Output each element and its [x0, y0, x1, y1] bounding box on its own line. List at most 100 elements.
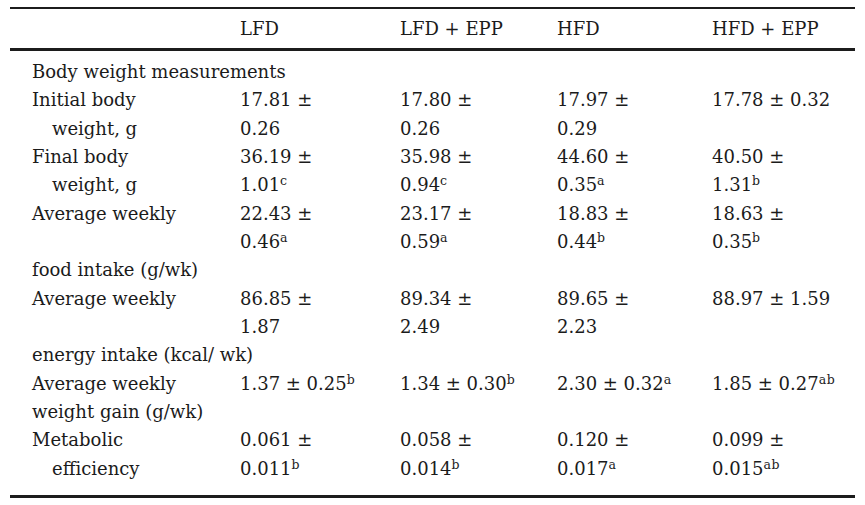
header-cell: LFD + EPP — [400, 19, 557, 39]
row-label-cell: Initial body — [10, 86, 240, 114]
significance-superscript: a — [597, 173, 605, 188]
row-label-cell: weight, g — [10, 171, 240, 199]
significance-superscript: b — [597, 230, 606, 245]
value-text: 18.63 ± — [712, 203, 784, 224]
table-bottom-rule — [10, 495, 855, 498]
value-text: 0.26 — [240, 118, 280, 139]
value-cell: 0.94c — [400, 171, 557, 199]
value-cell: 18.83 ± — [557, 200, 712, 228]
value-text: 0.061 ± — [240, 429, 312, 450]
value-text: 0.099 ± — [712, 429, 784, 450]
value-text: 0.35 — [557, 174, 597, 195]
table-body: Body weight measurements Initial body 17.8… — [10, 51, 855, 495]
value-text: 17.97 ± — [557, 89, 629, 110]
value-cell: 0.29 — [557, 115, 712, 143]
value-text: 1.34 ± 0.30 — [400, 373, 507, 394]
table-line: weight, g1.01c0.94c0.35a1.31b — [10, 171, 855, 199]
row-label-text: food intake (g/wk) — [32, 259, 198, 280]
significance-superscript: b — [452, 457, 461, 472]
results-table: LFDLFD + EPPHFDHFD + EPP Body weight mea… — [10, 7, 855, 498]
value-text: 22.43 ± — [240, 203, 312, 224]
value-text: 86.85 ± — [240, 288, 312, 309]
value-text: 1.87 — [240, 316, 280, 337]
value-text: 1.01 — [240, 174, 280, 195]
value-cell: 0.099 ± — [712, 426, 855, 454]
value-cell: 0.35a — [557, 171, 712, 199]
value-cell — [557, 58, 712, 86]
value-text: 0.014 — [400, 458, 452, 479]
row-label-text: energy intake (kcal/ wk) — [32, 344, 253, 365]
value-text: 17.78 ± 0.32 — [712, 89, 830, 110]
value-cell: 22.43 ± — [240, 200, 400, 228]
table-line: efficiency0.011b0.014b0.017a0.015ab — [10, 455, 855, 483]
value-cell: 0.35b — [712, 228, 855, 256]
row-label-cell: food intake (g/wk) — [10, 256, 240, 284]
value-cell: 36.19 ± — [240, 143, 400, 171]
significance-superscript: a — [609, 457, 617, 472]
row-label-cell: weight, g — [10, 115, 240, 143]
value-cell: 0.011b — [240, 455, 400, 483]
value-cell: 1.37 ± 0.25b — [240, 370, 400, 398]
value-cell: 1.31b — [712, 171, 855, 199]
value-text: 2.30 ± 0.32 — [557, 373, 664, 394]
row-label-cell: weight gain (g/wk) — [10, 398, 240, 426]
table-line: 0.46a0.59a0.44b0.35b — [10, 228, 855, 256]
row-label-cell: Average weekly — [10, 370, 240, 398]
value-cell: 40.50 ± — [712, 143, 855, 171]
row-label-cell: efficiency — [10, 455, 240, 483]
row-label-text: Average weekly — [32, 288, 176, 309]
value-cell: 1.34 ± 0.30b — [400, 370, 557, 398]
value-cell: 2.49 — [400, 313, 557, 341]
value-cell: 89.34 ± — [400, 285, 557, 313]
value-cell: 0.26 — [400, 115, 557, 143]
value-text: 0.015 — [712, 458, 764, 479]
value-cell: 18.63 ± — [712, 200, 855, 228]
value-cell — [557, 256, 712, 284]
value-text: 17.81 ± — [240, 89, 312, 110]
row-label-text: Average weekly — [32, 203, 176, 224]
value-cell — [400, 58, 557, 86]
table-line: Initial body17.81 ±17.80 ±17.97 ±17.78 ±… — [10, 86, 855, 114]
value-cell: 1.01c — [240, 171, 400, 199]
row-label-cell: Body weight measurements — [10, 58, 240, 86]
value-text: 0.35 — [712, 231, 752, 252]
table-line: Final body36.19 ±35.98 ±44.60 ±40.50 ± — [10, 143, 855, 171]
value-cell: 89.65 ± — [557, 285, 712, 313]
value-cell — [557, 398, 712, 426]
table-line: Body weight measurements — [10, 58, 855, 86]
significance-superscript: c — [440, 173, 448, 188]
value-cell: 0.061 ± — [240, 426, 400, 454]
value-cell — [240, 58, 400, 86]
table-line: food intake (g/wk) — [10, 256, 855, 284]
significance-superscript: b — [292, 457, 301, 472]
significance-superscript: a — [280, 230, 288, 245]
significance-superscript: c — [280, 173, 288, 188]
paper-table-page: LFDLFD + EPPHFDHFD + EPP Body weight mea… — [0, 0, 865, 505]
value-text: 0.26 — [400, 118, 440, 139]
value-cell: 0.59a — [400, 228, 557, 256]
value-cell — [240, 398, 400, 426]
row-label-text: Initial body — [32, 89, 136, 110]
row-label-cell — [10, 313, 240, 341]
value-text: 44.60 ± — [557, 146, 629, 167]
value-cell — [400, 341, 557, 369]
value-cell: 17.78 ± 0.32 — [712, 86, 855, 114]
value-text: 2.23 — [557, 316, 597, 337]
value-cell — [240, 256, 400, 284]
row-label-cell: Metabolic — [10, 426, 240, 454]
value-text: 88.97 ± 1.59 — [712, 288, 830, 309]
value-cell: 23.17 ± — [400, 200, 557, 228]
value-text: 2.49 — [400, 316, 440, 337]
value-text: 1.85 ± 0.27 — [712, 373, 819, 394]
row-label-text: weight gain (g/wk) — [32, 401, 203, 422]
value-cell: 17.97 ± — [557, 86, 712, 114]
value-cell — [712, 313, 855, 341]
value-text: 0.44 — [557, 231, 597, 252]
value-cell — [400, 256, 557, 284]
value-text: 0.058 ± — [400, 429, 472, 450]
table-line: weight gain (g/wk) — [10, 398, 855, 426]
table-line: Average weekly 22.43 ± 23.17 ±18.83 ±18.63… — [10, 200, 855, 228]
value-text: 0.120 ± — [557, 429, 629, 450]
value-cell: 0.015ab — [712, 455, 855, 483]
significance-superscript: a — [440, 230, 448, 245]
